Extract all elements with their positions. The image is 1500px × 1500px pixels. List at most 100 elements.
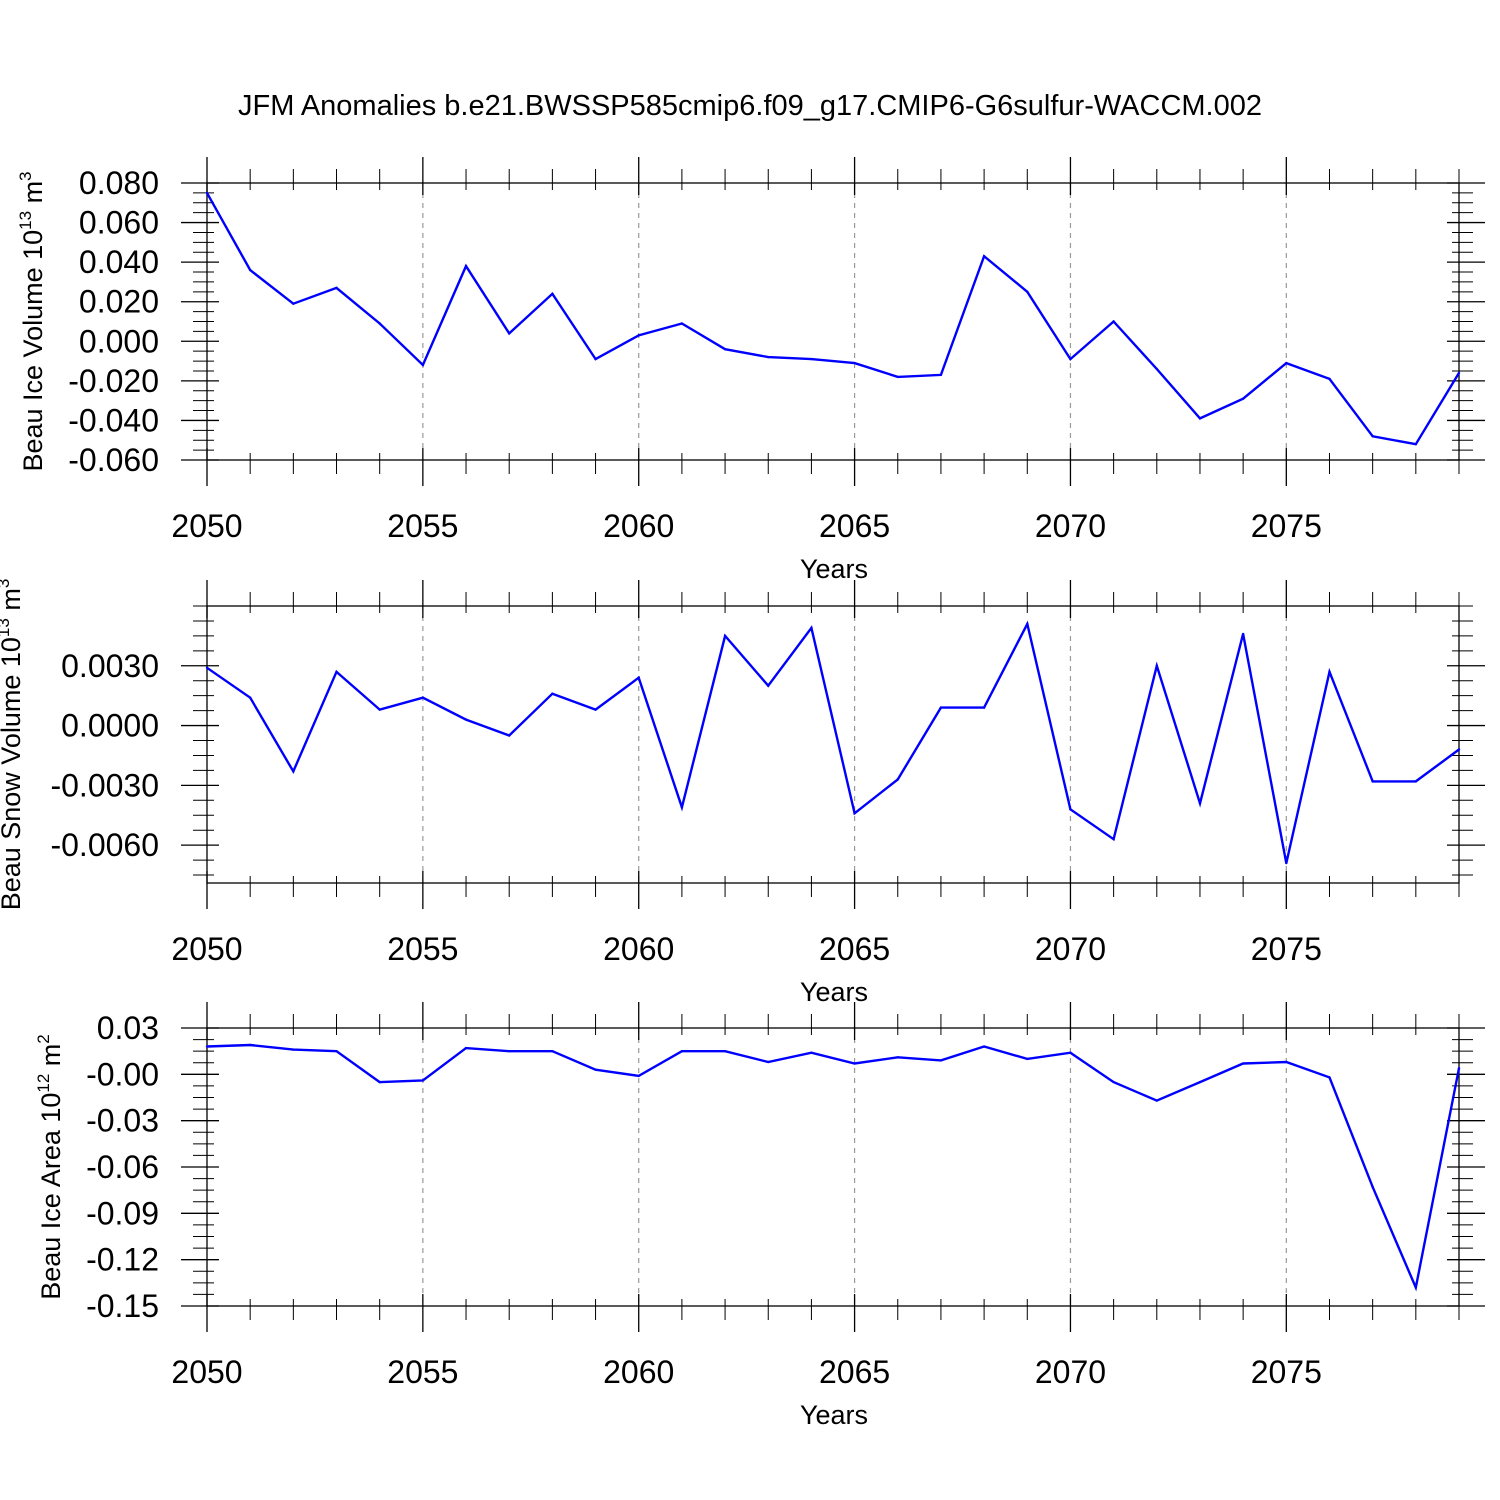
x-tick-label: 2070 [1035, 931, 1106, 967]
x-tick-label: 2065 [819, 931, 890, 967]
data-point [594, 1068, 597, 1071]
x-tick-label: 2070 [1035, 508, 1106, 544]
data-point [939, 1059, 943, 1062]
y-tick-label: 0.000 [79, 323, 159, 359]
data-point [248, 268, 252, 272]
y-axis-title: Beau Ice Area 1012 m2 [34, 1034, 66, 1300]
data-point [637, 1074, 640, 1078]
y-tick-label: -0.12 [86, 1242, 159, 1278]
data-point [464, 718, 468, 721]
data-point [1371, 435, 1374, 438]
data-point [1285, 861, 1288, 865]
data-point [810, 626, 813, 630]
data-point [1328, 670, 1331, 673]
y-tick-label: -0.0030 [50, 767, 159, 803]
data-point [1285, 1060, 1288, 1064]
data-point [1069, 1051, 1072, 1054]
data-point [1069, 808, 1072, 811]
data-point [723, 634, 727, 638]
data-point [421, 363, 425, 367]
y-axis-title-part: Beau Snow Volume 10 [0, 637, 26, 910]
data-point [982, 706, 986, 709]
y-tick-label: -0.060 [68, 442, 159, 478]
data-point [680, 806, 684, 809]
x-tick-label: 2075 [1251, 931, 1322, 967]
data-point [1069, 357, 1072, 361]
y-tick-label: 0.020 [79, 284, 159, 320]
x-tick-label: 2070 [1035, 1354, 1106, 1390]
x-tick-label: 2075 [1251, 1354, 1322, 1390]
x-tick-label: 2055 [387, 931, 458, 967]
y-tick-label: 0.03 [97, 1010, 159, 1046]
y-tick-label: -0.06 [86, 1149, 159, 1185]
data-point [205, 1045, 209, 1048]
data-point [1328, 1076, 1331, 1079]
data-point [1371, 780, 1374, 783]
y-tick-label: -0.03 [86, 1103, 159, 1139]
plot-frame [206, 182, 1460, 461]
data-point [939, 373, 943, 377]
y-axis-title: Beau Snow Volume 1013 m3 [0, 579, 26, 911]
chart-panel-3: -0.15 -0.12 -0.09 -0.06 -0.03 -0.00 0.03 2050 20… [34, 1002, 1485, 1430]
data-point [508, 1049, 511, 1053]
chart-title: JFM Anomalies b.e21.BWSSP585cmip6.f09_g1… [237, 90, 1262, 122]
x-tick-label: 2055 [387, 1354, 458, 1390]
x-axis-title: Years [800, 554, 868, 584]
y-tick-label: -0.15 [86, 1288, 159, 1324]
data-point [464, 264, 468, 268]
data-point [421, 696, 425, 699]
data-point [1198, 417, 1202, 420]
data-point [767, 355, 770, 359]
y-tick-label: 0.0000 [61, 708, 159, 744]
data-point [1198, 1080, 1202, 1084]
data-point [767, 1060, 770, 1064]
data-point [335, 1049, 338, 1053]
y-tick-label: 0.080 [79, 165, 159, 201]
data-point [810, 357, 813, 361]
data-point [1414, 780, 1418, 783]
y-axis-title-superscript: 13 [0, 618, 13, 637]
y-axis-title-part: m [0, 588, 26, 618]
data-point [421, 1079, 425, 1082]
y-axis-title-part: m [18, 181, 48, 211]
series-line [206, 1043, 1461, 1292]
x-tick-label: 2050 [171, 1354, 242, 1390]
data-point [1241, 397, 1245, 400]
data-point [680, 1049, 684, 1053]
data-point [723, 1049, 727, 1053]
x-tick-label: 2055 [387, 508, 458, 544]
y-axis-title-superscript: 13 [16, 211, 35, 230]
data-point [1026, 290, 1029, 294]
data-point [1112, 837, 1115, 841]
data-point [508, 734, 511, 737]
data-point [1026, 1057, 1029, 1061]
data-point [1155, 367, 1158, 371]
data-point [1241, 632, 1245, 636]
data-point [594, 357, 597, 361]
x-tick-label: 2065 [819, 1354, 890, 1390]
y-axis-title: Beau Ice Volume 1013 m3 [16, 171, 48, 471]
data-point [1414, 442, 1418, 446]
data-point [637, 334, 640, 337]
data-point [551, 292, 554, 295]
data-point [335, 286, 338, 290]
data-point [723, 348, 727, 351]
data-point [594, 708, 597, 711]
x-tick-label: 2060 [603, 508, 674, 544]
x-axis-title: Years [800, 1400, 868, 1430]
y-tick-label: -0.020 [68, 363, 159, 399]
data-point [1112, 320, 1115, 323]
data-point [1241, 1062, 1245, 1065]
y-tick-label: -0.040 [68, 402, 159, 438]
data-point [767, 684, 770, 687]
data-point [853, 361, 856, 365]
y-tick-label: 0.0030 [61, 648, 159, 684]
data-point [1328, 377, 1331, 381]
data-point [982, 1045, 986, 1048]
data-point [464, 1046, 468, 1050]
data-point [853, 1062, 856, 1065]
x-tick-label: 2050 [171, 931, 242, 967]
data-point [508, 332, 511, 335]
series-line [206, 620, 1460, 864]
data-point [896, 375, 899, 379]
